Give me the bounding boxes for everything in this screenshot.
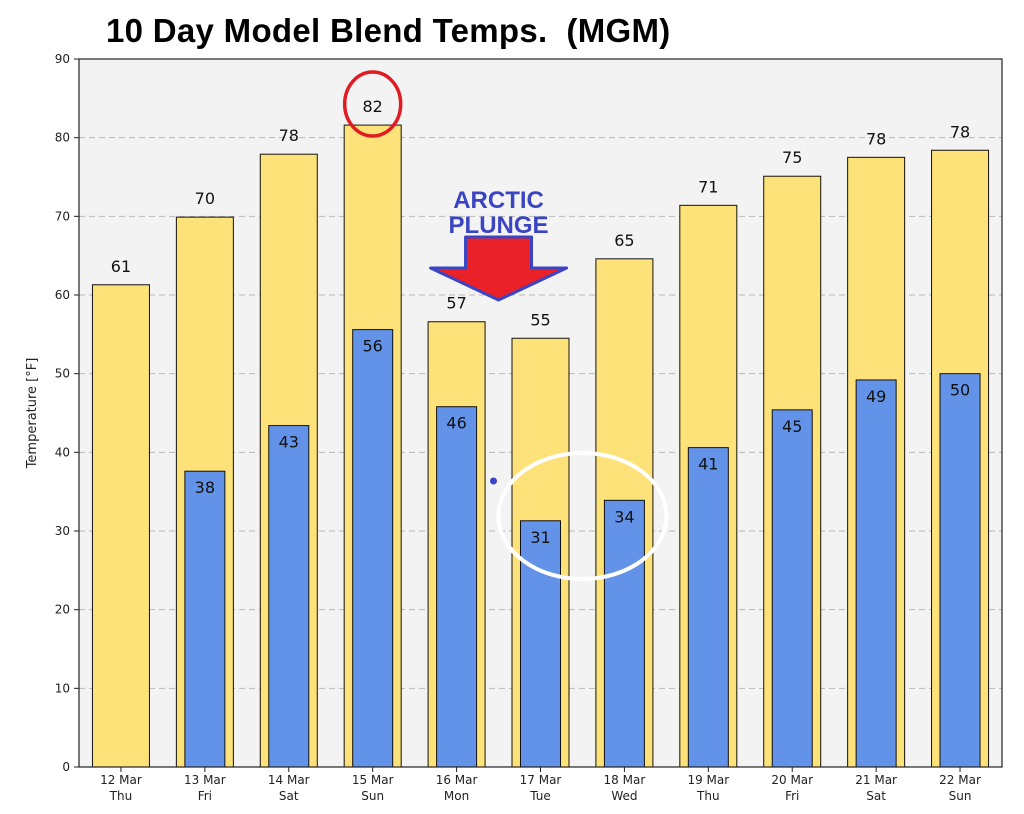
x-tick-day: Sat <box>866 789 886 803</box>
value-labels: 61 70 38 78 43 82 56 57 46 55 31 65 34 71 41 75 45 78 49 78… <box>111 97 970 547</box>
x-tick-date: 16 Mar <box>436 773 478 787</box>
arctic-plunge-annotation: ARCTIC PLUNGE <box>429 187 569 302</box>
y-tick-label: 30 <box>55 524 70 538</box>
low-temp-label: 45 <box>782 417 802 436</box>
y-tick-label: 90 <box>55 52 70 66</box>
high-temp-label: 78 <box>866 129 886 148</box>
y-tick-label: 0 <box>62 760 70 774</box>
x-tick-day: Thu <box>696 789 720 803</box>
x-tick-day: Fri <box>198 789 212 803</box>
x-tick-date: 17 Mar <box>520 773 562 787</box>
down-arrow-icon <box>429 235 569 302</box>
x-tick-day: Mon <box>444 789 469 803</box>
x-axis-ticks: 12 Mar Thu 13 Mar Fri 14 Mar Sat 15 Mar Sun 16 M… <box>100 767 981 803</box>
low-temp-bar <box>436 406 478 768</box>
x-tick-date: 20 Mar <box>771 773 813 787</box>
low-temp-label: 56 <box>363 337 383 356</box>
low-temp-bar <box>771 409 813 768</box>
low-temp-label: 31 <box>530 528 550 547</box>
low-temp-bar <box>268 425 310 768</box>
x-tick-date: 19 Mar <box>687 773 729 787</box>
low-temp-label: 34 <box>614 507 634 526</box>
red-highlight-circle <box>342 70 403 138</box>
low-temp-label: 41 <box>698 455 718 474</box>
y-tick-label: 80 <box>55 131 70 145</box>
low-temp-bar <box>520 520 561 768</box>
x-tick-date: 13 Mar <box>184 773 226 787</box>
low-temp-label: 50 <box>950 381 970 400</box>
y-tick-label: 20 <box>55 603 70 617</box>
white-highlight-circle <box>496 451 669 581</box>
annotation-line-2: PLUNGE <box>449 212 549 239</box>
y-axis-ticks: 0 10 20 30 40 50 60 70 80 90 <box>55 52 79 774</box>
x-tick-day: Sun <box>361 789 384 803</box>
low-temp-label: 46 <box>446 414 466 433</box>
high-temp-label: 57 <box>446 294 466 313</box>
low-temp-bar <box>855 379 897 768</box>
low-temp-bar <box>603 499 645 768</box>
annotation-line-1: ARCTIC <box>453 187 544 214</box>
y-tick-label: 60 <box>55 288 70 302</box>
y-tick-label: 50 <box>55 367 70 381</box>
x-tick-day: Tue <box>529 789 551 803</box>
x-tick-day: Sun <box>949 789 972 803</box>
x-tick-date: 15 Mar <box>352 773 394 787</box>
high-temp-label: 71 <box>698 177 718 196</box>
high-temp-label: 78 <box>950 122 970 141</box>
x-tick-date: 12 Mar <box>100 773 142 787</box>
low-temp-label: 43 <box>279 433 299 452</box>
high-temp-bar <box>91 284 150 768</box>
low-temp-bars <box>184 329 981 768</box>
x-tick-date: 22 Mar <box>939 773 981 787</box>
high-temp-label: 55 <box>530 310 550 329</box>
low-temp-label: 38 <box>195 478 215 497</box>
high-temp-label: 82 <box>363 97 383 116</box>
x-tick-date: 18 Mar <box>604 773 646 787</box>
high-temp-label: 78 <box>279 126 299 145</box>
x-tick-day: Fri <box>785 789 799 803</box>
chart-title: 10 Day Model Blend Temps. (MGM) <box>106 12 671 49</box>
high-temp-label: 65 <box>614 231 634 250</box>
low-temp-label: 49 <box>866 387 886 406</box>
x-tick-day: Sat <box>279 789 299 803</box>
x-tick-day: Wed <box>611 789 637 803</box>
x-tick-day: Thu <box>109 789 133 803</box>
y-axis-label: Temperature [°F] <box>25 358 40 470</box>
y-tick-label: 10 <box>55 681 70 695</box>
high-temp-label: 75 <box>782 148 802 167</box>
high-temp-label: 70 <box>195 189 215 208</box>
low-temp-bar <box>687 447 729 768</box>
y-tick-label: 70 <box>55 209 70 223</box>
y-tick-label: 40 <box>55 445 70 459</box>
x-tick-date: 14 Mar <box>268 773 310 787</box>
high-temp-label: 61 <box>111 257 131 276</box>
marker-dot <box>490 477 497 485</box>
low-temp-bar <box>352 329 394 768</box>
x-tick-date: 21 Mar <box>855 773 897 787</box>
low-temp-bar <box>184 470 226 768</box>
low-temp-bar <box>939 373 981 768</box>
